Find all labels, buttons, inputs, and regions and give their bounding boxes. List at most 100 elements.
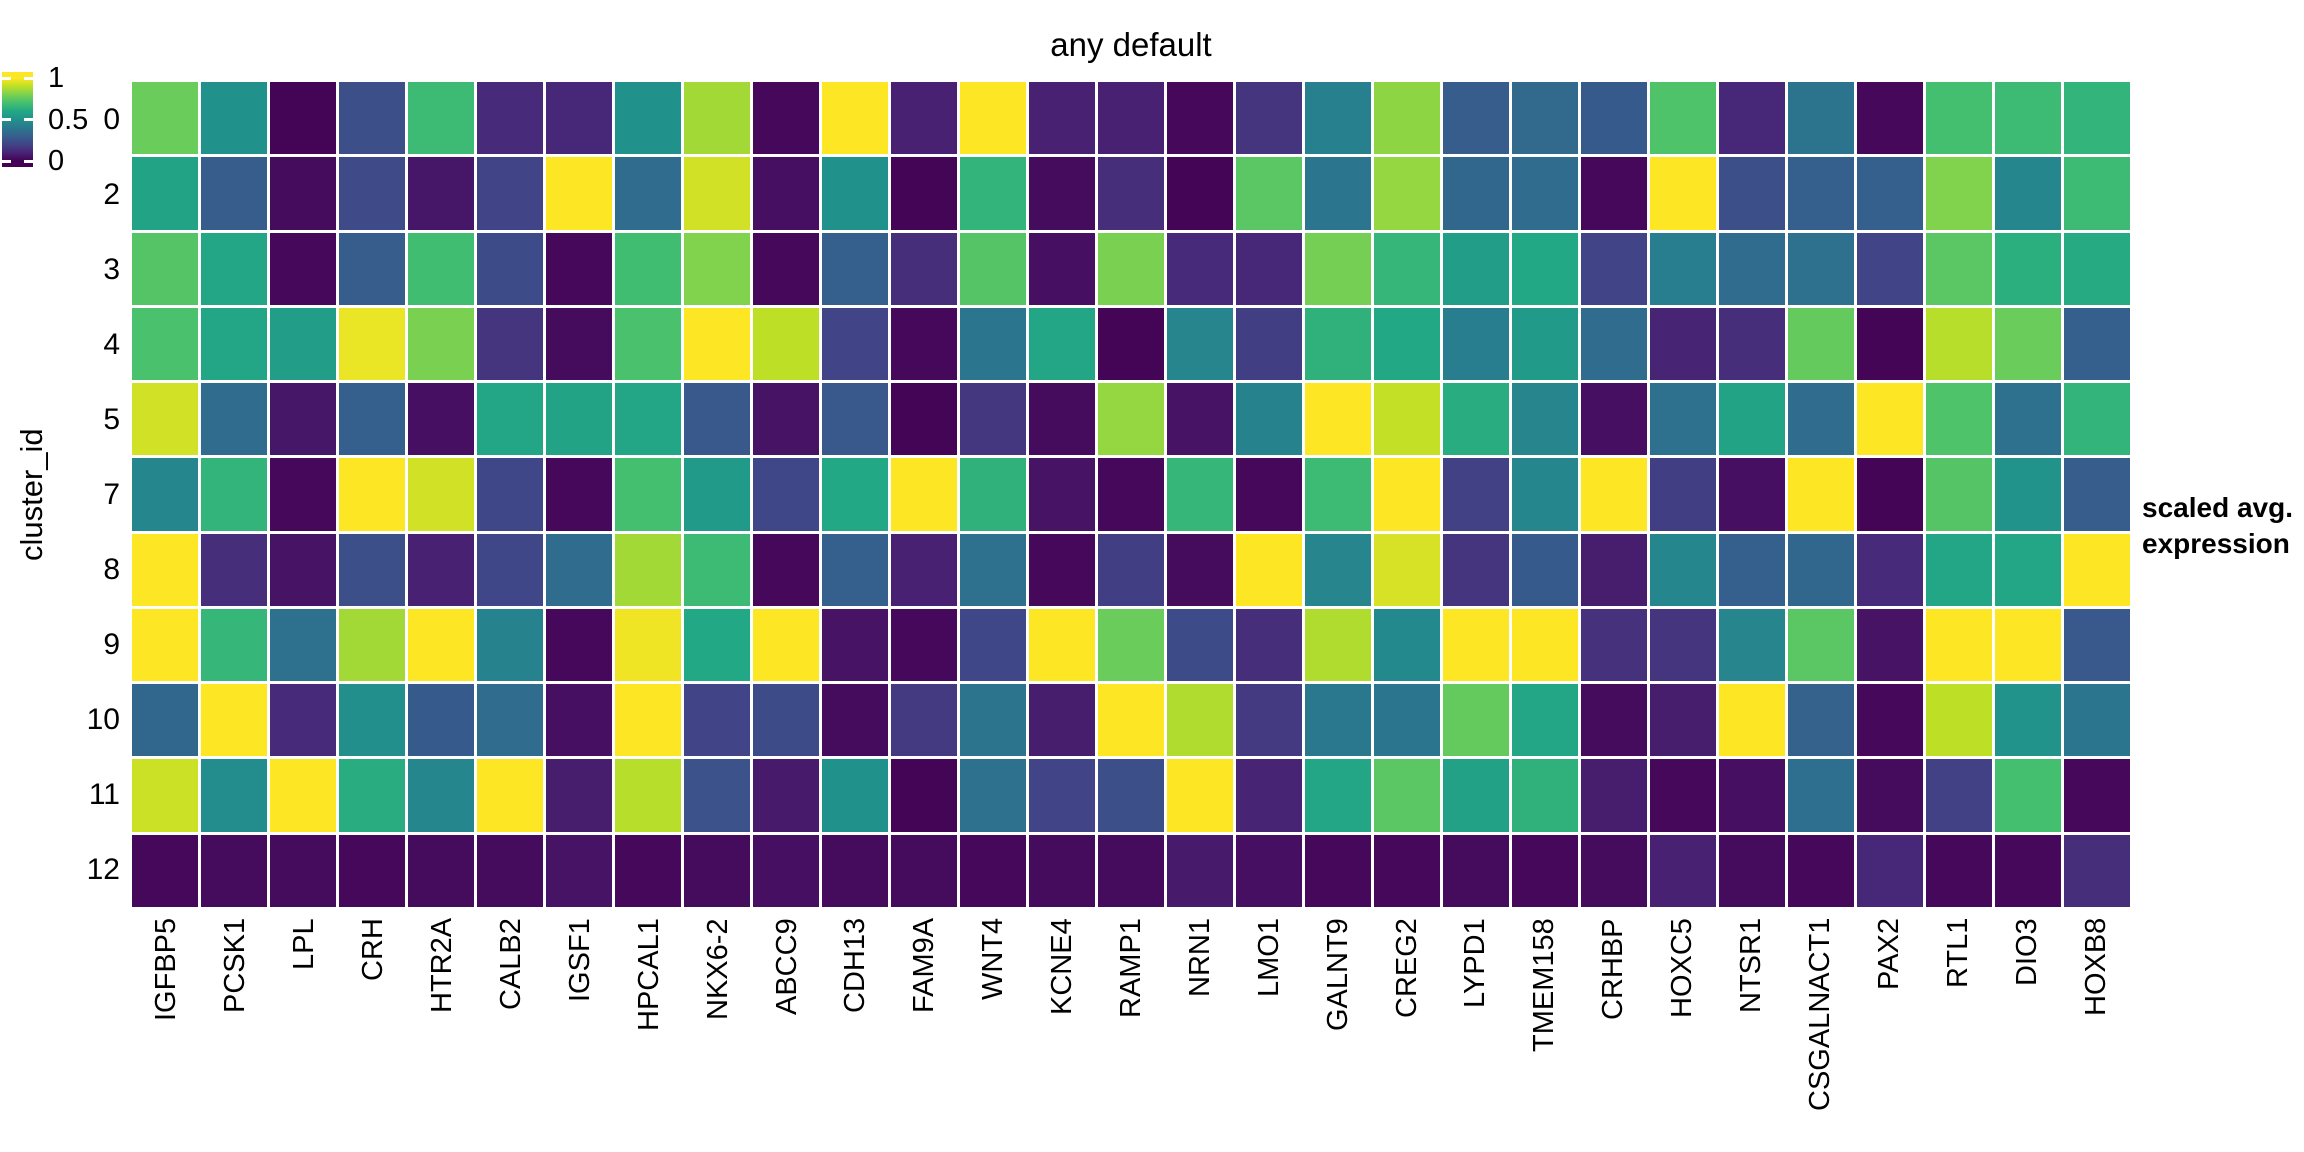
heatmap-cell: [1167, 533, 1233, 606]
x-tick-label: HPCAL1: [632, 918, 665, 1031]
heatmap-cell: [1581, 608, 1647, 682]
heatmap-cell: [822, 533, 888, 606]
heatmap-cell: [1374, 759, 1440, 832]
heatmap-cell: [1374, 82, 1440, 155]
heatmap-cell: [1995, 759, 2061, 832]
heatmap-cell: [546, 759, 612, 832]
heatmap-cell: [684, 759, 750, 832]
plot-title: any default: [1050, 26, 1212, 63]
heatmap-cell: [822, 157, 888, 230]
heatmap-cell: [1857, 383, 1923, 456]
heatmap-cell: [1236, 232, 1302, 305]
heatmap-cell: [546, 834, 612, 907]
heatmap-cell: [1512, 608, 1578, 682]
heatmap-cell: [339, 533, 405, 606]
heatmap-cell: [615, 834, 681, 907]
heatmap-cell: [270, 82, 336, 155]
heatmap-cell: [546, 684, 612, 757]
heatmap-cell: [1029, 82, 1095, 155]
heatmap-cell: [408, 759, 474, 832]
heatmap-cell: [2064, 232, 2130, 305]
heatmap-cell: [1236, 533, 1302, 606]
heatmap-cell: [546, 383, 612, 456]
heatmap-cell: [822, 759, 888, 832]
heatmap-cell: [1857, 759, 1923, 832]
heatmap-cell: [822, 383, 888, 456]
heatmap-cell: [1512, 157, 1578, 230]
heatmap-cell: [1581, 82, 1647, 155]
heatmap-cell: [408, 608, 474, 682]
heatmap-cell: [1857, 458, 1923, 531]
heatmap-cell: [1719, 458, 1785, 531]
x-tick-label: LYPD1: [1459, 918, 1492, 1008]
heatmap-cell: [1098, 157, 1164, 230]
heatmap-cell: [1305, 82, 1371, 155]
heatmap-cell: [753, 232, 819, 305]
heatmap-cell: [822, 307, 888, 381]
heatmap-cell: [1788, 157, 1854, 230]
heatmap-cell: [1374, 684, 1440, 757]
heatmap-cell: [201, 307, 267, 381]
heatmap-cell: [1719, 608, 1785, 682]
heatmap-cell: [1443, 834, 1509, 907]
y-tick-label: 0: [103, 103, 120, 136]
heatmap-cell: [408, 458, 474, 531]
x-tick-label: FAM9A: [908, 918, 941, 1014]
heatmap-cell: [1926, 232, 1992, 305]
heatmap-cell: [1305, 608, 1371, 682]
heatmap-cell: [1650, 383, 1716, 456]
heatmap-cell: [1512, 307, 1578, 381]
heatmap-cell: [1029, 307, 1095, 381]
x-tick-label: LPL: [288, 918, 321, 970]
heatmap-cell: [339, 759, 405, 832]
heatmap-cell: [684, 232, 750, 305]
colorbar-tick-mark: [2, 159, 11, 163]
heatmap-cell: [477, 82, 543, 155]
heatmap-cell: [1098, 383, 1164, 456]
y-tick-label: 11: [88, 778, 120, 811]
heatmap-cell: [132, 759, 198, 832]
heatmap-cell: [1581, 383, 1647, 456]
heatmap-cell: [615, 383, 681, 456]
colorbar-tick-label: 0.5: [48, 103, 89, 136]
y-tick-label: 8: [103, 553, 120, 586]
heatmap-cell: [1098, 608, 1164, 682]
heatmap-cell: [615, 232, 681, 305]
legend-title-line2: expression: [2142, 528, 2290, 559]
heatmap-cell: [960, 458, 1026, 531]
heatmap-cell: [546, 533, 612, 606]
x-tick-label: CSGALNACT1: [1803, 918, 1836, 1112]
y-tick-label: 4: [103, 328, 120, 361]
heatmap-cell: [1995, 157, 2061, 230]
y-tick-label: 2: [103, 178, 120, 211]
heatmap-cell: [1995, 608, 2061, 682]
heatmap-cell: [270, 157, 336, 230]
heatmap-cell: [1581, 307, 1647, 381]
heatmap-cell: [1512, 458, 1578, 531]
heatmap-cell: [960, 608, 1026, 682]
x-tick-label: NTSR1: [1735, 918, 1768, 1014]
heatmap-cell: [1098, 684, 1164, 757]
colorbar-tick-mark: [24, 159, 33, 163]
heatmap-cell: [1995, 383, 2061, 456]
heatmap-cell: [201, 684, 267, 757]
y-tick-label: 9: [103, 628, 120, 661]
heatmap-cell: [1581, 533, 1647, 606]
heatmap-cell: [1581, 834, 1647, 907]
heatmap-cell: [1581, 232, 1647, 305]
x-tick-label: HOXB8: [2079, 918, 2112, 1017]
heatmap-cell: [1650, 458, 1716, 531]
heatmap-cell: [408, 383, 474, 456]
heatmap-cell: [960, 82, 1026, 155]
heatmap-cell: [270, 759, 336, 832]
heatmap-cell: [1029, 759, 1095, 832]
heatmap-cell: [822, 82, 888, 155]
heatmap-cell: [1512, 759, 1578, 832]
heatmap-cell: [1236, 82, 1302, 155]
colorbar: 1 0.5 0: [2, 64, 88, 176]
x-tick-label: RTL1: [1941, 918, 1974, 989]
heatmap-cell: [1305, 834, 1371, 907]
heatmap-cell: [822, 684, 888, 757]
heatmap-cell: [270, 232, 336, 305]
